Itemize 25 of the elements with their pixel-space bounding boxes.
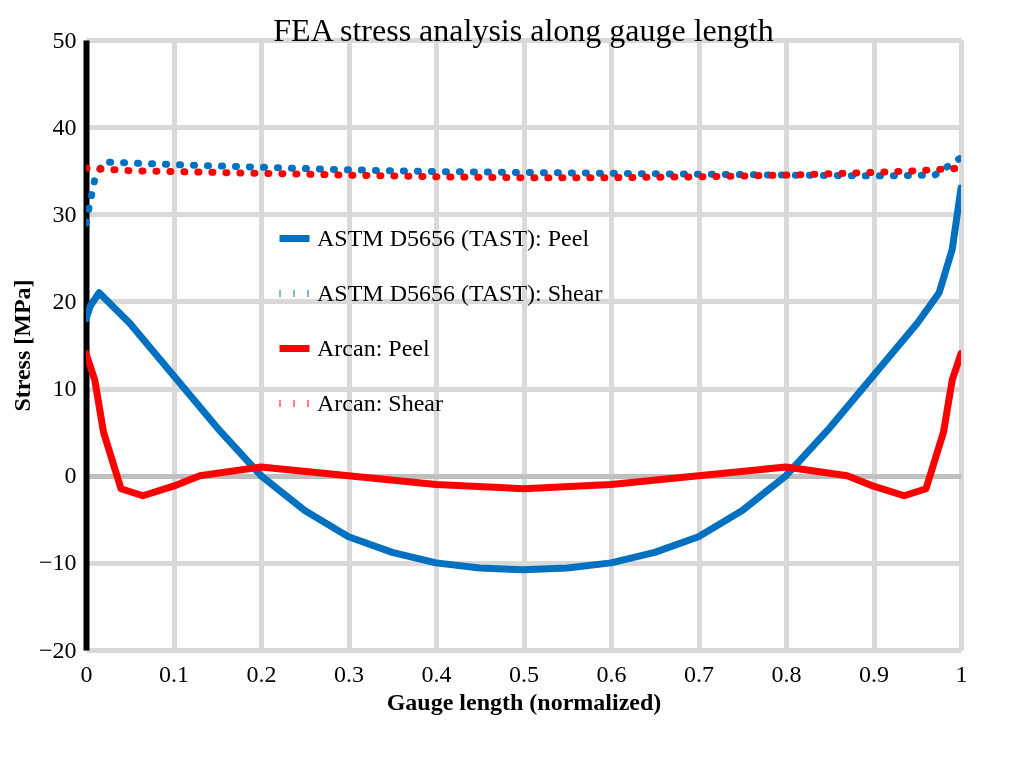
- y-tick-label: 10: [52, 375, 77, 402]
- x-tick-label: 0.4: [421, 660, 452, 687]
- y-tick-label: 50: [52, 26, 77, 53]
- y-tick-label: −10: [38, 549, 77, 576]
- x-tick-label: 0.1: [159, 660, 189, 687]
- y-axis-title: Stress [MPa]: [8, 279, 35, 412]
- y-tick-label: 40: [52, 113, 77, 140]
- x-tick-label: 0.9: [859, 660, 889, 687]
- y-tick-label: 30: [52, 200, 77, 227]
- y-tick-label: −20: [38, 636, 77, 663]
- x-tick-label: 0.8: [771, 660, 802, 687]
- x-tick-label: 0.5: [509, 660, 539, 687]
- y-tick-label: 0: [64, 462, 77, 489]
- legend-label: ASTM D5656 (TAST): Shear: [317, 279, 603, 306]
- chart-title: FEA stress analysis along gauge length: [273, 12, 774, 48]
- y-tick-label: 20: [52, 287, 77, 314]
- x-tick-label: 0.7: [684, 660, 714, 687]
- x-tick-label: 1: [955, 660, 968, 687]
- x-tick-label: 0.2: [246, 660, 277, 687]
- legend-label: Arcan: Peel: [317, 334, 430, 361]
- x-tick-label: 0.6: [596, 660, 627, 687]
- x-tick-label: 0.3: [334, 660, 364, 687]
- x-axis-title: Gauge length (normalized): [386, 688, 662, 715]
- legend-label: Arcan: Shear: [317, 389, 443, 416]
- legend-label: ASTM D5656 (TAST): Peel: [317, 224, 590, 251]
